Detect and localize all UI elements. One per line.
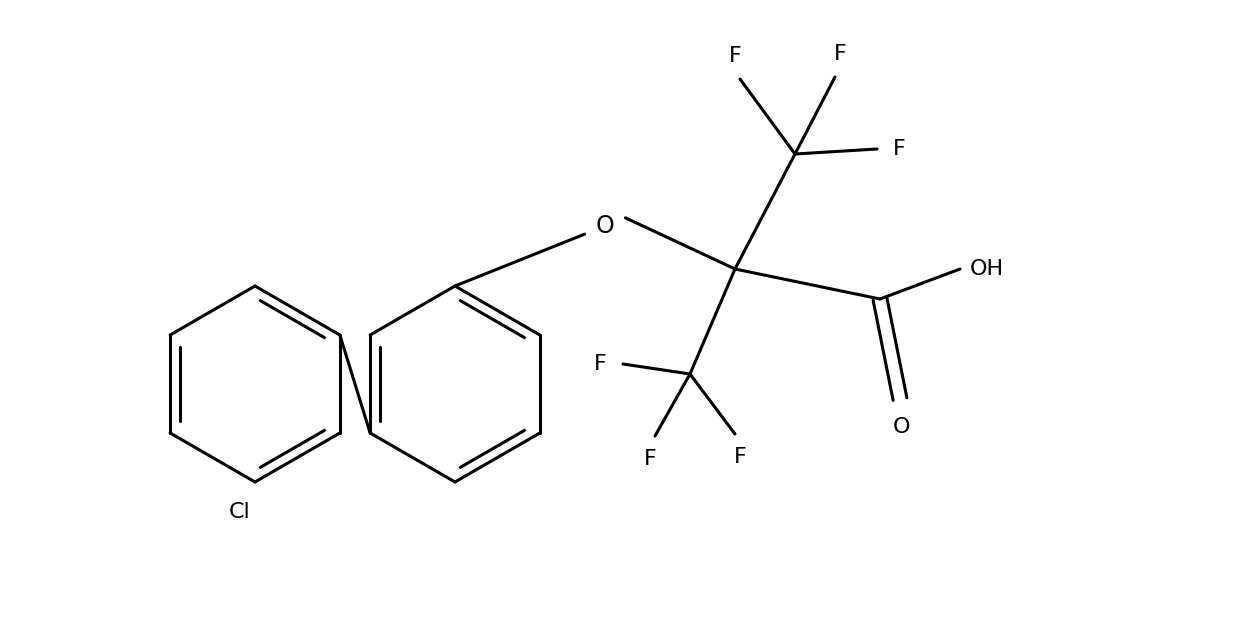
Text: F: F — [834, 44, 846, 64]
Text: O: O — [893, 417, 911, 437]
Text: Cl: Cl — [228, 502, 250, 522]
Text: F: F — [893, 139, 906, 159]
Text: OH: OH — [969, 259, 1004, 279]
Text: F: F — [594, 354, 607, 374]
Text: F: F — [644, 449, 657, 469]
Text: F: F — [729, 46, 741, 66]
Text: O: O — [596, 214, 614, 238]
Text: F: F — [734, 447, 746, 467]
